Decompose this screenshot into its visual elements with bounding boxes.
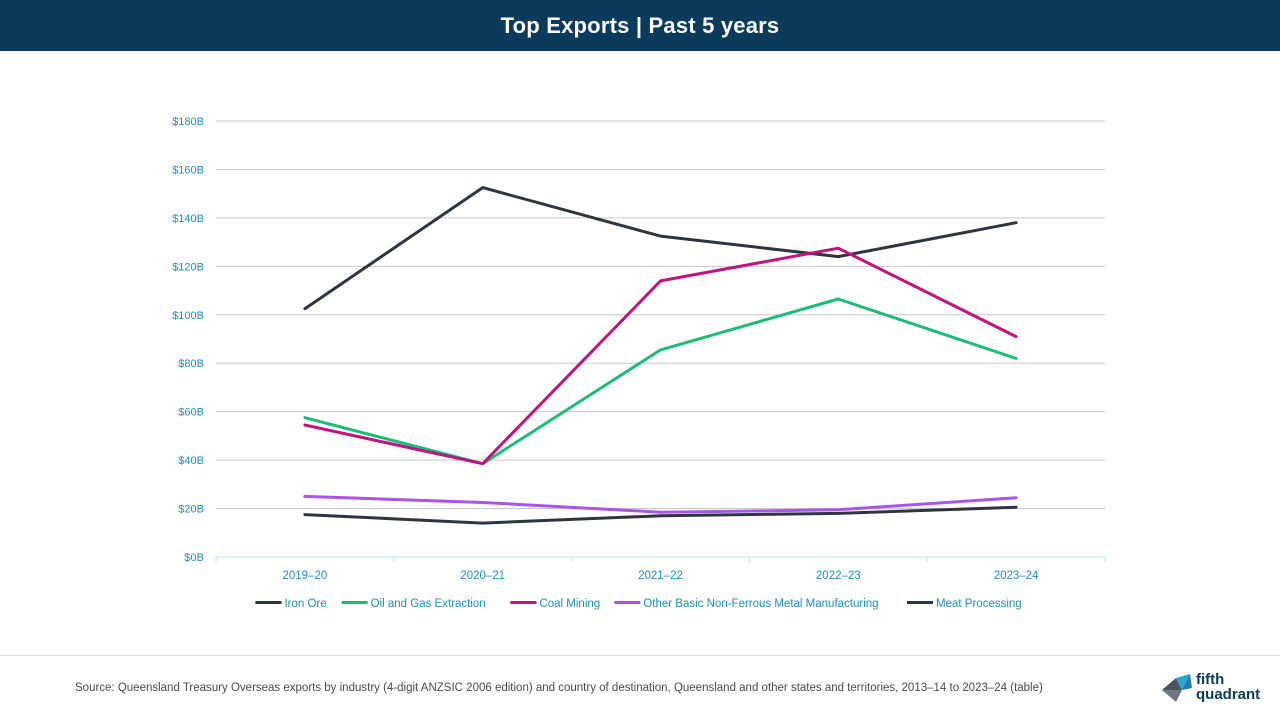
y-tick-label: $100B xyxy=(172,310,204,322)
series-line xyxy=(303,494,1018,514)
source-note: Source: Queensland Treasury Overseas exp… xyxy=(75,682,1043,694)
y-tick-label: $20B xyxy=(178,504,204,516)
page-title: Top Exports | Past 5 years xyxy=(500,12,780,38)
x-tick-label: 2019–20 xyxy=(283,570,328,582)
legend-label: Oil and Gas Extraction xyxy=(371,598,486,610)
axes: $0B $20B $40B $60B $80B $100B $120B $140B $160B $… xyxy=(172,116,1106,582)
series-line xyxy=(303,297,1018,466)
x-tick-label: 2020–21 xyxy=(460,570,505,582)
gridlines xyxy=(216,120,1105,510)
y-tick-label: $60B xyxy=(178,407,204,419)
y-tick-label: $0B xyxy=(184,552,204,564)
footer-divider xyxy=(0,655,1280,656)
y-tick-label: $80B xyxy=(178,358,204,370)
series-line xyxy=(303,505,1018,525)
x-tick-label: 2022–23 xyxy=(816,570,861,582)
legend-label: Meat Processing xyxy=(936,598,1022,610)
legend-label: Other Basic Non-Ferrous Metal Manufactur… xyxy=(643,598,878,610)
legend-label: Iron Ore xyxy=(284,598,326,610)
y-tick-label: $160B xyxy=(172,164,204,176)
fifth-quadrant-logo-mark xyxy=(1162,674,1192,702)
company-logo: fifth quadrant xyxy=(1160,670,1270,710)
y-tick-label: $40B xyxy=(178,455,204,467)
series-line xyxy=(303,186,1018,311)
legend: Iron Ore Oil and Gas Extraction Coal Minin… xyxy=(255,598,1022,610)
title-bar: Top Exports | Past 5 years xyxy=(0,0,1280,51)
x-tick-label: 2023–24 xyxy=(994,570,1039,582)
legend-label: Coal Mining xyxy=(539,598,600,610)
y-tick-label: $140B xyxy=(172,213,204,225)
line-chart: $0B $20B $40B $60B $80B $100B $120B $140B $160B $… xyxy=(172,116,1106,610)
x-tick-label: 2021–22 xyxy=(638,570,683,582)
series-lines xyxy=(303,186,1018,525)
y-tick-label: $180B xyxy=(172,116,204,128)
logo-text-line2: quadrant xyxy=(1196,686,1261,703)
series-line xyxy=(303,246,1018,466)
logo-text-line1: fifth xyxy=(1196,671,1225,688)
y-tick-label: $120B xyxy=(172,261,204,273)
